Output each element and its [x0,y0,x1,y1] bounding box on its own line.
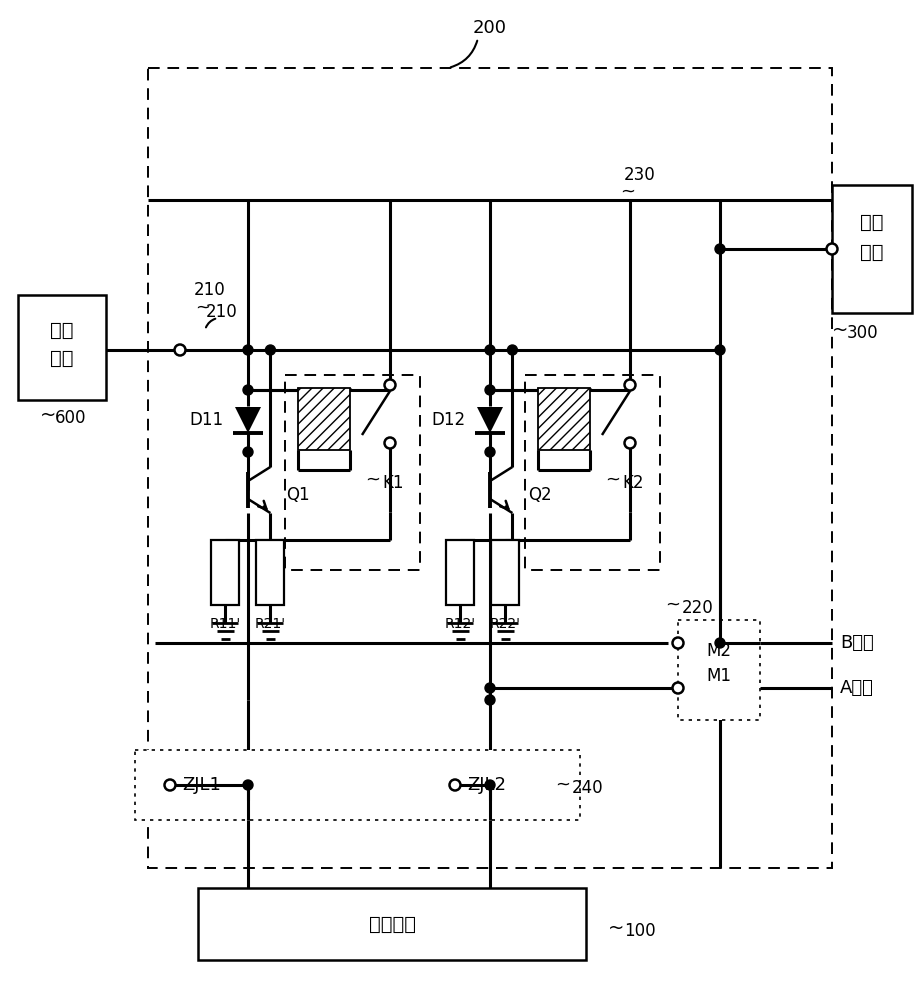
Text: 240: 240 [572,779,604,797]
Bar [285,375,420,570]
Text: ~: ~ [605,471,620,489]
Bar [298,388,350,450]
Circle shape [485,345,495,355]
Text: 外部: 外部 [50,320,74,340]
Bar [198,888,586,960]
Text: A相线: A相线 [840,679,874,697]
Text: 分压: 分压 [860,213,883,232]
Text: R11': R11' [210,617,241,631]
Text: D12: D12 [431,411,465,429]
Text: R12': R12' [445,617,475,631]
Text: ~: ~ [620,183,635,201]
Text: 210: 210 [194,281,226,299]
Circle shape [485,683,495,693]
Circle shape [508,345,518,355]
Text: 主控制器: 主控制器 [368,914,415,934]
Text: ~: ~ [195,299,210,317]
Text: Q1: Q1 [286,486,309,504]
Circle shape [485,447,495,457]
Text: R21': R21' [255,617,285,631]
Circle shape [266,345,275,355]
Text: 100: 100 [624,922,655,940]
Bar [678,620,760,720]
Text: K1: K1 [382,474,403,492]
Text: 模块: 模块 [860,242,883,261]
Bar [211,540,239,605]
Circle shape [174,344,186,356]
Bar [148,68,832,868]
Circle shape [243,385,253,395]
Circle shape [625,379,636,390]
Circle shape [485,695,495,705]
Text: 电源: 电源 [50,349,74,367]
Circle shape [625,438,636,448]
Text: M2: M2 [706,642,732,660]
Circle shape [715,638,725,648]
Circle shape [715,244,725,254]
Text: R22': R22' [489,617,521,631]
Text: B相线: B相线 [840,634,874,652]
Text: 200: 200 [473,19,507,37]
Circle shape [673,638,684,648]
Circle shape [485,780,495,790]
Text: ~: ~ [608,918,624,938]
Text: ZJL2: ZJL2 [467,776,506,794]
Bar [135,750,580,820]
Bar [256,540,284,605]
Text: 600: 600 [55,409,87,427]
Circle shape [826,243,837,254]
Text: ~: ~ [665,596,680,614]
Bar [446,540,474,605]
Bar [18,295,106,400]
Circle shape [385,438,395,448]
Circle shape [450,780,461,790]
Text: ZJL1: ZJL1 [182,776,221,794]
Text: Q2: Q2 [528,486,552,504]
Text: 210: 210 [206,303,238,321]
Circle shape [385,379,395,390]
Circle shape [673,682,684,694]
Text: M1: M1 [706,667,732,685]
Circle shape [243,447,253,457]
Polygon shape [477,407,503,433]
Text: 230: 230 [624,166,656,184]
Polygon shape [235,407,261,433]
Bar [491,540,519,605]
Bar [525,375,660,570]
Bar [832,185,912,313]
Text: 300: 300 [847,324,879,342]
Text: ~: ~ [555,776,570,794]
Text: ~: ~ [40,406,56,424]
Bar [538,388,590,450]
Text: ~: ~ [832,320,848,340]
Text: D11: D11 [189,411,223,429]
Text: 220: 220 [682,599,713,617]
Circle shape [164,780,175,790]
Circle shape [715,345,725,355]
Circle shape [243,345,253,355]
Text: ~: ~ [365,471,380,489]
Circle shape [243,780,253,790]
Text: K2: K2 [622,474,643,492]
Circle shape [485,385,495,395]
